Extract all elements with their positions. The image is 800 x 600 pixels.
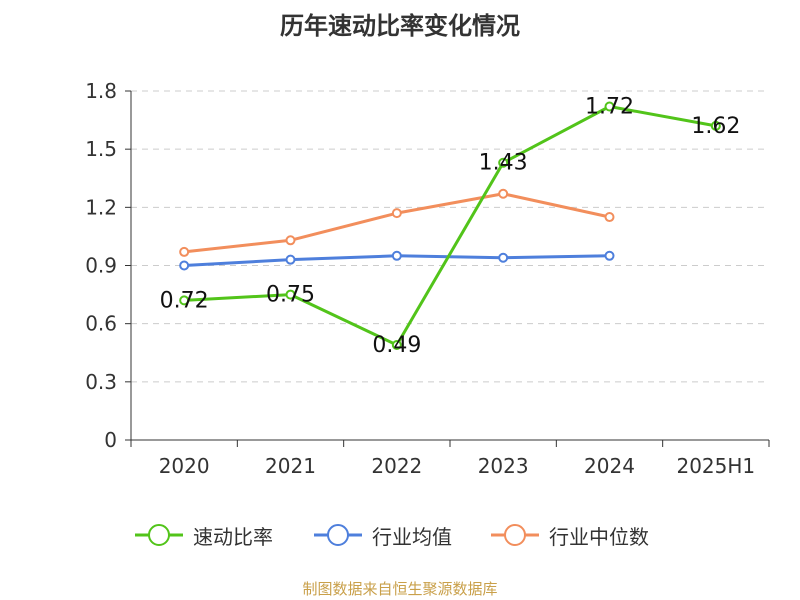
data-label: 1.43 xyxy=(479,151,528,176)
y-tick-label: 1.8 xyxy=(85,79,117,103)
legend-item[interactable]: 行业中位数 xyxy=(489,520,649,550)
y-tick-label: 0 xyxy=(104,428,117,452)
legend-marker-icon xyxy=(314,524,362,546)
y-tick-label: 0.3 xyxy=(85,370,117,394)
x-tick-label: 2020 xyxy=(159,454,210,478)
data-point xyxy=(604,212,615,223)
data-point xyxy=(498,252,509,263)
x-tick-label: 2023 xyxy=(478,454,529,478)
data-point xyxy=(179,295,190,306)
series-line xyxy=(182,192,611,254)
data-point xyxy=(179,246,190,257)
legend-label: 行业均值 xyxy=(372,524,452,549)
data-point xyxy=(391,250,402,261)
data-labels: 0.72 0.75 0.49 1.43 1.72 1.62 xyxy=(160,95,741,358)
x-tick-label: 2025H1 xyxy=(676,454,755,478)
data-label: 0.72 xyxy=(160,288,209,313)
data-point xyxy=(179,260,190,271)
y-tick-label: 0.9 xyxy=(85,254,117,278)
data-point xyxy=(604,250,615,261)
data-point xyxy=(498,188,509,199)
series-line xyxy=(182,105,718,347)
data-label: 1.72 xyxy=(585,95,634,120)
data-label: 0.49 xyxy=(372,333,421,358)
x-tick-label: 2021 xyxy=(265,454,316,478)
legend-label: 速动比率 xyxy=(193,524,273,549)
y-tick-label: 0.6 xyxy=(85,312,117,336)
grid-lines xyxy=(131,90,769,383)
legend-item[interactable]: 速动比率 xyxy=(133,520,273,550)
legend-label: 行业中位数 xyxy=(549,524,649,549)
data-point xyxy=(285,254,296,265)
data-point xyxy=(285,235,296,246)
data-label: 1.62 xyxy=(691,114,740,139)
data-point xyxy=(710,120,721,131)
x-tick-label: 2024 xyxy=(584,454,635,478)
legend-marker-icon xyxy=(135,524,183,546)
chart-title: 历年速动比率变化情况 xyxy=(280,12,520,40)
data-point xyxy=(285,289,296,300)
data-point xyxy=(604,101,615,112)
y-tick-label: 1.5 xyxy=(85,137,117,161)
data-point xyxy=(391,208,402,219)
data-label: 0.75 xyxy=(266,283,315,308)
axes: 0 0.3 0.6 0.9 1.2 1.5 1.8 2020 2021 2022 2023 2024 2… xyxy=(85,79,770,478)
data-point xyxy=(498,157,509,168)
data-point xyxy=(391,339,402,350)
source-note: 制图数据来自恒生聚源数据库 xyxy=(302,580,498,598)
legend-marker-icon xyxy=(491,524,539,546)
y-tick-label: 1.2 xyxy=(85,195,117,219)
legend-item[interactable]: 行业均值 xyxy=(312,520,452,550)
x-tick-label: 2022 xyxy=(371,454,422,478)
series-lines xyxy=(179,101,721,350)
